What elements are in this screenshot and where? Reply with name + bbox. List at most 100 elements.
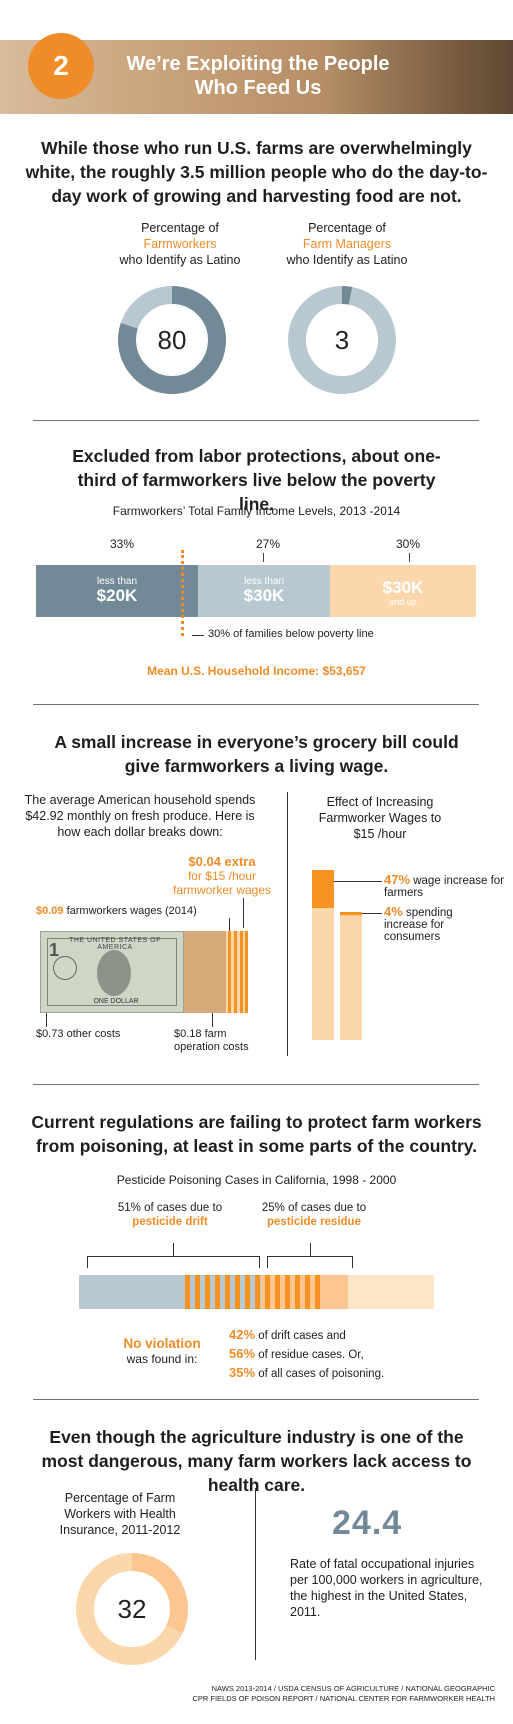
poverty-line-leader	[192, 635, 204, 636]
donut-managers-value: 3	[334, 324, 350, 355]
stripe	[275, 1275, 280, 1309]
stripe	[185, 1275, 190, 1309]
stripe	[245, 1275, 250, 1309]
wage-effect-bars	[312, 870, 362, 1040]
extra-amount: $0.04 extra	[188, 854, 256, 869]
farmworker-wages-text: farmworkers wages (2014)	[66, 905, 197, 917]
donut-insurance-value-arc	[76, 1553, 188, 1665]
no-violation-stats: 42% of drift cases and 56% of residue ca…	[229, 1326, 429, 1383]
wage-bar-farmers-base	[312, 870, 334, 1040]
wage-bar-consumers-increase	[340, 912, 362, 916]
dollar-denomination: 1	[49, 940, 60, 960]
wage-bar-consumers-base	[340, 912, 362, 1040]
stripe	[295, 1275, 300, 1309]
stripe	[228, 931, 231, 1013]
fatality-text: Rate of fatal occupational injuries per …	[290, 1557, 483, 1619]
nv-text3: of all cases of poisoning.	[258, 1368, 385, 1380]
extra-sub1: for $15 /hour	[187, 869, 257, 883]
stripe	[315, 1275, 320, 1309]
nv-text1: of drift cases and	[258, 1330, 346, 1342]
stripe	[240, 931, 243, 1013]
farmworker-wage-stripes	[226, 931, 248, 1013]
produce-intro: The average American household spends $4…	[24, 793, 256, 839]
donut-farmworkers-value-arc	[118, 286, 226, 394]
no-violation-sub: was found in:	[126, 1352, 198, 1366]
header-photo-shade	[330, 40, 513, 114]
drift-label-line2: pesticide drift	[132, 1216, 208, 1228]
stripe	[234, 931, 237, 1013]
donut-right-line3: who Identify as Latino	[286, 253, 408, 267]
pesticide-bar-drift	[79, 1275, 261, 1309]
donut-right-highlight: Farm Managers	[302, 237, 392, 251]
stat2-pct: 4%	[384, 904, 403, 919]
donut-farmworkers-value: 80	[157, 324, 187, 355]
no-violation-label: No violation was found in:	[102, 1336, 222, 1367]
section4-heading: Current regulations are failing to prote…	[31, 1112, 482, 1156]
donut-managers-value-arc	[288, 286, 396, 394]
donut-managers	[288, 286, 396, 394]
donut-farmworkers	[118, 286, 226, 394]
donut-left-line3: who Identify as Latino	[119, 253, 241, 267]
section-number-badge: 2	[28, 33, 94, 99]
income-chart-title: Farmworkers’ Total Family Income Levels,…	[112, 504, 401, 518]
stripe	[305, 1275, 310, 1309]
wage-bar-farmers-increase	[312, 870, 334, 908]
other-costs-leader	[46, 1013, 47, 1027]
income-bar-2-amount: $30K	[243, 586, 285, 605]
income-pct-2: 27%	[256, 537, 281, 551]
donut-right-label: Percentage of Farm Managers who Identify…	[262, 220, 432, 268]
poverty-line-note: 30% of families below poverty line	[208, 628, 374, 640]
divider	[33, 420, 479, 421]
farm-op-line1: $0.18 farm	[174, 1028, 227, 1040]
stripe	[235, 1275, 240, 1309]
dollar-seal	[53, 956, 77, 980]
dollar-portrait	[97, 950, 131, 996]
farm-operation-segment	[184, 931, 230, 1013]
income-bar-3-suffix: and up	[389, 597, 417, 607]
nv-pct1: 42%	[229, 1327, 256, 1342]
income-bar-under-20k: less than $20K	[36, 565, 198, 617]
donut-insurance-value: 32	[117, 1593, 147, 1624]
fatality-rate: 24.4	[332, 1504, 403, 1542]
stat1: 47% wage increase for farmers	[384, 872, 509, 899]
stripe	[215, 1275, 220, 1309]
section5-heading: Even though the agriculture industry is …	[41, 1427, 472, 1495]
dollar-bill-border	[47, 938, 177, 1006]
drift-bracket	[87, 1256, 260, 1268]
stripe	[255, 1275, 260, 1309]
income-bar-1-amount: $20K	[96, 586, 138, 605]
donut-left-line1: Percentage of	[141, 221, 219, 235]
wage-effect-title: Effect of Increasing Farmworker Wages to…	[318, 795, 442, 841]
section3-heading: A small increase in everyone’s grocery b…	[54, 732, 459, 776]
stripe	[225, 1275, 230, 1309]
stripe	[245, 931, 248, 1013]
dollar-bill-caption: ONE DOLLAR	[93, 998, 139, 1005]
divider	[33, 704, 479, 705]
farm-op-label: $0.18 farm operation costs	[174, 1028, 249, 1054]
stat1-leader	[334, 881, 382, 882]
nv-pct3: 35%	[229, 1365, 256, 1380]
residue-label: 25% of cases due to pesticide residue	[244, 1201, 384, 1229]
nv-pct2: 56%	[229, 1346, 256, 1361]
income-bar-3-amount: $30K	[382, 578, 424, 597]
pesticide-chart-title: Pesticide Poisoning Cases in California,…	[116, 1173, 397, 1187]
column-divider	[255, 1488, 256, 1660]
insurance-title: Percentage of Farm Workers with Health I…	[59, 1491, 181, 1537]
mean-income: Mean U.S. Household Income: $53,657	[147, 664, 366, 678]
stat2-leader	[362, 913, 382, 914]
divider	[33, 1399, 479, 1400]
donut-left-label: Percentage of Farmworkers who Identify a…	[95, 220, 265, 268]
farmworker-wages-label: $0.09 farmworkers wages (2014)	[36, 905, 197, 917]
sources: NAWS 2013-2014 / USDA CENSUS OF AGRICULT…	[192, 1684, 495, 1704]
residue-label-line2: pesticide residue	[267, 1216, 361, 1228]
stat1-pct: 47%	[384, 872, 411, 887]
donut-left-highlight: Farmworkers	[143, 237, 217, 251]
income-bar-over-30k: $30K and up	[330, 565, 476, 617]
dollar-bill-image: THE UNITED STATES OF AMERICA 1 ONE DOLLA…	[40, 931, 184, 1013]
no-violation-stripes	[185, 1275, 320, 1309]
sources-line2: CPR FIELDS OF POISON REPORT / NATIONAL C…	[192, 1694, 495, 1703]
farmworker-wages-amount: $0.09	[36, 905, 64, 917]
residue-bracket-tick	[310, 1243, 311, 1256]
donut-right-line1: Percentage of	[308, 221, 386, 235]
drift-label: 51% of cases due to pesticide drift	[100, 1201, 240, 1229]
